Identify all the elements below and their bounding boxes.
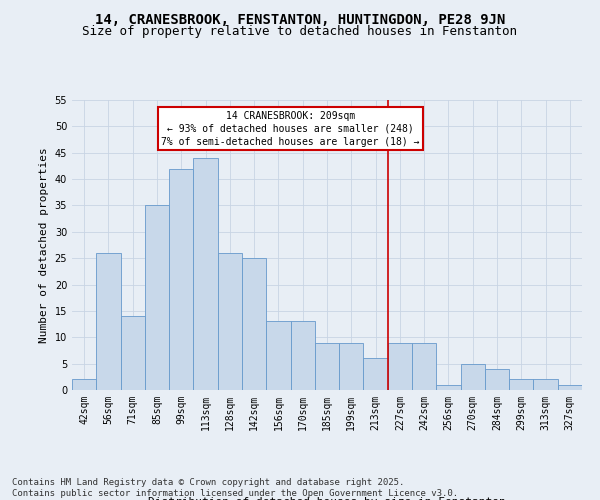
Bar (533, 380, 558, 390)
Bar (388, 342, 412, 390)
Bar (364, 358, 388, 390)
Bar (169, 168, 193, 390)
Bar (218, 253, 242, 390)
Bar (145, 206, 169, 390)
Bar (193, 158, 218, 390)
Bar (121, 316, 145, 390)
Y-axis label: Number of detached properties: Number of detached properties (39, 147, 49, 343)
Bar (266, 322, 290, 390)
Bar (509, 380, 533, 390)
Bar (436, 384, 461, 390)
Bar (339, 342, 364, 390)
Bar (72, 380, 96, 390)
Bar (315, 342, 339, 390)
Bar (96, 253, 121, 390)
Text: Size of property relative to detached houses in Fenstanton: Size of property relative to detached ho… (83, 25, 517, 38)
Bar (558, 384, 582, 390)
Text: Contains HM Land Registry data © Crown copyright and database right 2025.
Contai: Contains HM Land Registry data © Crown c… (12, 478, 458, 498)
Bar (242, 258, 266, 390)
Bar (485, 369, 509, 390)
Text: 14 CRANESBROOK: 209sqm
← 93% of detached houses are smaller (248)
7% of semi-det: 14 CRANESBROOK: 209sqm ← 93% of detached… (161, 110, 420, 147)
Bar (461, 364, 485, 390)
Bar (412, 342, 436, 390)
X-axis label: Distribution of detached houses by size in Fenstanton: Distribution of detached houses by size … (148, 497, 506, 500)
Text: 14, CRANESBROOK, FENSTANTON, HUNTINGDON, PE28 9JN: 14, CRANESBROOK, FENSTANTON, HUNTINGDON,… (95, 12, 505, 26)
Bar (290, 322, 315, 390)
